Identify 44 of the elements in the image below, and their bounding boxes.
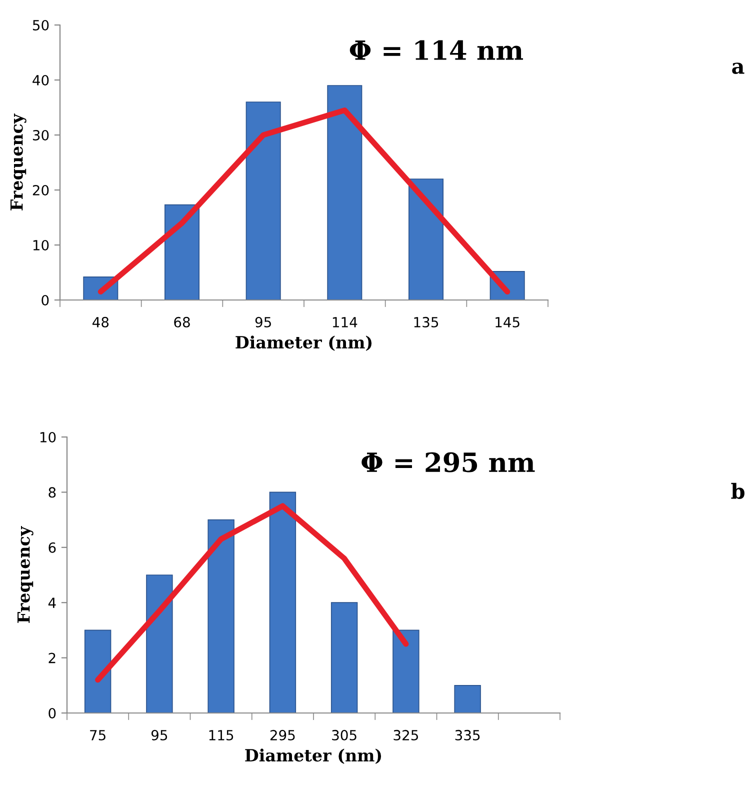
y-tick-label: 10: [40, 432, 56, 442]
bar: [246, 102, 281, 300]
y-tick-label: 50: [32, 20, 49, 30]
x-axis-title: Diameter (nm): [236, 336, 372, 351]
y-tick-label: 20: [32, 184, 49, 196]
y-tick-label: 8: [48, 487, 56, 498]
bar: [392, 630, 420, 713]
y-axis-title: Frequency: [18, 526, 34, 623]
bar: [454, 684, 481, 713]
x-tick-label: 68: [174, 316, 190, 328]
y-tick-label: 4: [48, 598, 56, 608]
y-tick-label: 40: [32, 74, 49, 86]
y-tick-label: 0: [42, 294, 49, 306]
x-tick-label: 95: [255, 316, 271, 328]
x-tick-label: 115: [209, 730, 234, 740]
bar: [408, 178, 444, 300]
x-tick-label: 295: [270, 730, 295, 740]
x-tick-label: 95: [151, 730, 168, 740]
x-tick-label: 305: [332, 730, 356, 740]
bar: [327, 85, 362, 300]
text: b: [731, 482, 744, 500]
x-axis-title: Diameter (nm): [245, 748, 382, 764]
y-tick-label: 2: [48, 652, 56, 664]
y-tick-label: 10: [33, 240, 49, 250]
y-tick-label: 0: [48, 708, 56, 718]
y-axis-title: Frequency: [10, 113, 26, 210]
x-tick-label: 325: [394, 730, 418, 740]
y-tick-label: 6: [48, 542, 56, 553]
bar: [330, 602, 358, 713]
x-tick-label: 145: [496, 317, 520, 328]
bar: [208, 519, 234, 713]
text: a: [732, 62, 744, 74]
bar: [164, 204, 200, 300]
annotation: Φ = 114 nm: [350, 40, 523, 60]
bar: [146, 574, 173, 713]
annotation: Φ = 295 nm: [362, 452, 535, 472]
x-tick-label: 135: [414, 316, 438, 328]
x-tick-label: 114: [332, 317, 358, 328]
bar: [84, 630, 112, 713]
bar: [269, 492, 296, 713]
x-tick-label: 48: [92, 316, 109, 328]
x-tick-label: 75: [90, 730, 106, 740]
y-tick-label: 30: [32, 130, 49, 140]
x-tick-label: 335: [455, 730, 480, 740]
